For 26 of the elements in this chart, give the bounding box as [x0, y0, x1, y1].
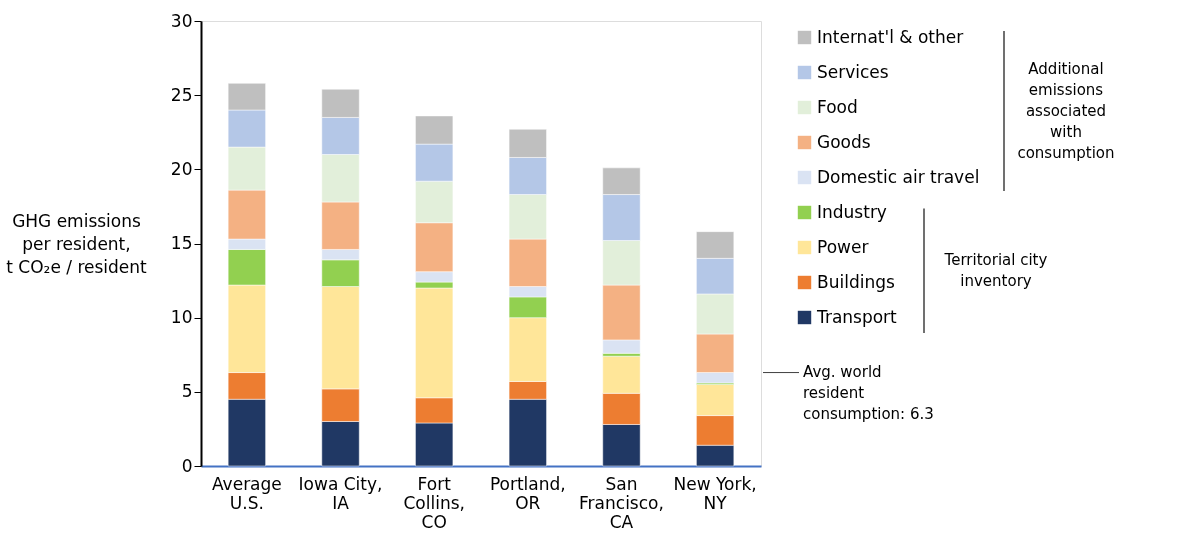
x-tick-label: Portland, OR: [489, 473, 566, 513]
y-tick-label: 5: [181, 381, 193, 402]
legend-label: Domestic air travel: [817, 166, 980, 187]
x-tick-label: Average U.S.: [211, 473, 282, 513]
y-tick-label: 10: [170, 307, 193, 328]
y-tick-label: 25: [170, 84, 193, 105]
x-tick-label: San Francisco, CA: [579, 473, 664, 532]
legend-label: Power: [817, 236, 869, 257]
y-tick-label: 15: [170, 233, 193, 253]
legend-label: Industry: [817, 201, 887, 222]
y-tick-label: 20: [170, 158, 193, 179]
y-tick-label: 30: [170, 10, 193, 31]
x-tick-label: Fort Collins, CO: [403, 473, 465, 532]
text: Territorial city inventory: [943, 251, 1048, 291]
x-tick-label: Iowa City, IA: [298, 473, 383, 513]
legend-label: Internat'l & other: [817, 26, 964, 47]
legend-label: Buildings: [817, 271, 895, 292]
legend-label: Goods: [817, 131, 871, 152]
legend-label: Food: [817, 96, 858, 117]
x-tick-label: New York, NY: [673, 473, 757, 513]
ref-line-label: Avg. world resident consumption: 6.3: [803, 362, 934, 423]
legend-label: Transport: [816, 306, 898, 327]
legend-label: Services: [817, 61, 889, 82]
y-axis-title: GHG emissions per resident, t CO₂e / resident: [6, 210, 148, 277]
y-tick-label: 0: [181, 455, 193, 476]
text: Additional emissions associated with consumption: [1017, 60, 1115, 162]
